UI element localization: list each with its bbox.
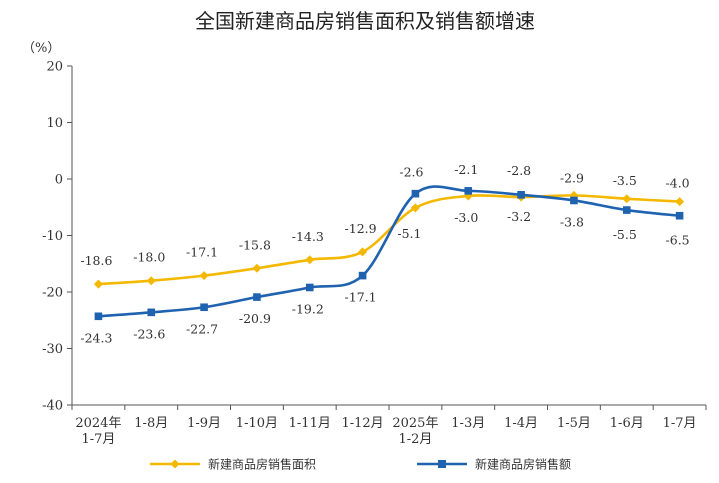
y-axis: 20 10 0 -10 -20 -30 -40 (42, 60, 73, 414)
area-marker (146, 276, 156, 286)
amount-marker (305, 283, 314, 292)
area-marker (358, 247, 368, 257)
amount-marker (675, 211, 684, 220)
data-label: -3.5 (613, 173, 637, 188)
data-label: -17.1 (186, 245, 218, 260)
x-tick-label: 1-9月 (187, 416, 221, 431)
data-label: -2.9 (560, 170, 584, 185)
y-tick-label: 10 (46, 116, 63, 131)
data-label: -3.0 (454, 210, 478, 225)
data-labels: -18.6 -18.0 -17.1 -15.8 -14.3 -12.9 -5.1 -3.0 -3… (80, 162, 689, 345)
y-axis-unit: （%） (22, 41, 60, 56)
data-label: -17.1 (345, 290, 377, 305)
x-tick-label: 1-2月 (398, 432, 432, 447)
data-label: -14.3 (292, 229, 324, 244)
legend-swatch-marker (170, 459, 180, 469)
area-marker (305, 255, 315, 265)
area-marker (675, 197, 685, 207)
amount-marker (570, 196, 578, 205)
area-marker (93, 279, 103, 289)
x-tick-label: 1-6月 (610, 416, 644, 431)
legend-label: 新建商品房销售面积 (208, 457, 316, 472)
data-label: -6.5 (666, 233, 690, 248)
y-tick-label: -30 (42, 342, 63, 357)
data-label: -5.5 (613, 227, 637, 242)
amount-marker (200, 303, 208, 312)
amount-marker (622, 206, 631, 214)
amount-marker (358, 271, 367, 280)
data-label: -18.6 (80, 253, 112, 268)
area-marker (199, 271, 209, 281)
data-label: -19.2 (292, 301, 324, 316)
legend-swatch-marker (438, 460, 446, 468)
y-tick-label: 0 (55, 173, 63, 188)
amount-marker (517, 191, 525, 199)
amount-marker (253, 293, 261, 301)
data-label: -23.6 (133, 326, 165, 341)
data-label: -3.8 (560, 214, 584, 229)
amount-marker (147, 308, 156, 317)
x-tick-label: 1-10月 (236, 416, 278, 431)
x-tick-label: 1-7月 (663, 416, 697, 431)
amount-marker (464, 187, 473, 195)
x-tick-label: 1-11月 (289, 416, 331, 431)
data-label: -15.8 (239, 237, 271, 252)
amount-marker (94, 312, 103, 321)
data-label: -4.0 (666, 176, 690, 191)
area-marker (410, 203, 420, 213)
x-tick-label: 2024年 (75, 416, 121, 431)
data-label: -18.0 (133, 250, 165, 265)
data-label: -2.8 (507, 163, 531, 178)
data-label: -3.2 (507, 209, 531, 224)
x-tick-label: 1-5月 (557, 416, 591, 431)
data-label: -2.1 (454, 162, 478, 177)
y-tick-label: 20 (46, 60, 63, 75)
data-label: -24.3 (80, 330, 112, 345)
data-label: -22.7 (186, 321, 218, 336)
data-label: -5.1 (397, 226, 421, 241)
x-tick-label: 1-7月 (81, 432, 115, 447)
x-tick-label: 1-8月 (134, 416, 168, 431)
x-tick-label: 1-12月 (341, 416, 383, 431)
amount-marker (411, 189, 420, 198)
x-tick-label: 1-3月 (451, 416, 485, 431)
chart-title: 全国新建商品房销售面积及销售额增速 (195, 9, 535, 33)
y-tick-label: -20 (42, 286, 63, 301)
data-label: -20.9 (239, 311, 271, 326)
legend: 新建商品房销售面积 新建商品房销售额 (150, 457, 571, 472)
y-tick-label: -10 (42, 229, 63, 244)
area-marker (252, 263, 262, 273)
series-layer (93, 185, 685, 321)
x-tick-label: 1-4月 (504, 416, 538, 431)
y-tick-label: -40 (42, 399, 63, 414)
data-label: -12.9 (345, 221, 377, 236)
data-label: -2.6 (399, 165, 423, 180)
series-line-0 (98, 194, 680, 286)
legend-label: 新建商品房销售额 (475, 457, 571, 472)
area-marker (622, 194, 632, 204)
x-tick-label: 2025年 (392, 416, 438, 431)
